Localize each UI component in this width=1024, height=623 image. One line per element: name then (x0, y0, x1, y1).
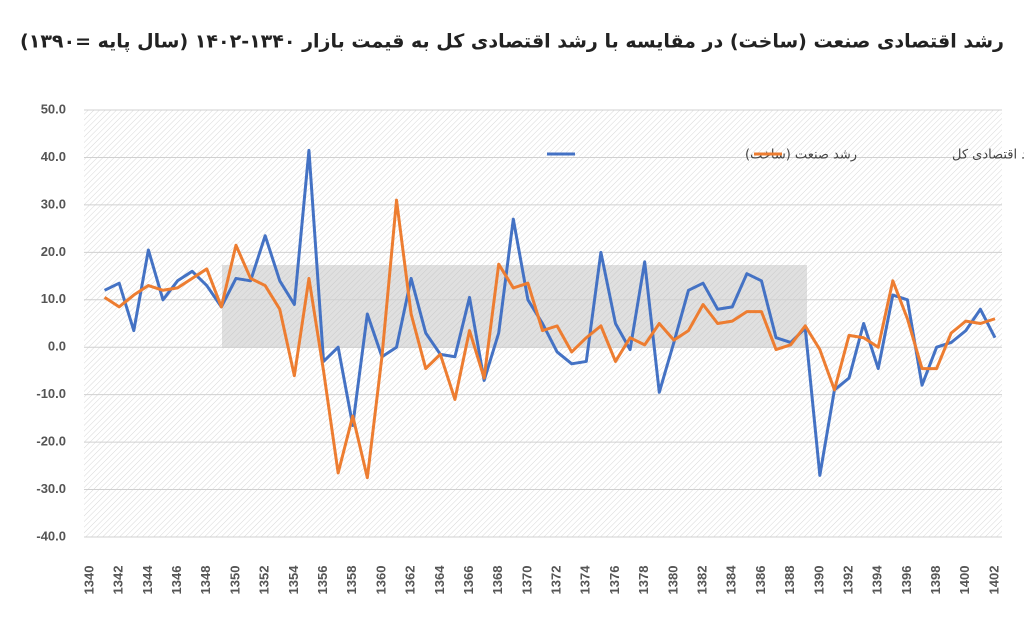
x-tick-label: 1386 (753, 566, 768, 595)
y-tick-label: -30.0 (36, 481, 66, 496)
x-tick-label: 1394 (870, 565, 885, 595)
chart-title: رشد اقتصادی صنعت (ساخت) در مقایسه با رشد… (20, 31, 1004, 53)
x-tick-label: 1370 (519, 566, 534, 595)
y-tick-label: 0.0 (48, 339, 66, 354)
x-tick-label: 1342 (111, 566, 126, 595)
x-tick-label: 1346 (169, 566, 184, 595)
x-tick-label: 1382 (695, 566, 710, 595)
x-tick-label: 1372 (549, 566, 564, 595)
y-tick-label: 10.0 (41, 291, 66, 306)
x-tick-label: 1388 (782, 566, 797, 595)
x-tick-label: 1362 (403, 566, 418, 595)
x-tick-label: 1360 (373, 566, 388, 595)
x-tick-label: 1366 (461, 566, 476, 595)
y-tick-label: 40.0 (41, 149, 66, 164)
x-tick-label: 1374 (578, 565, 593, 595)
x-tick-label: 1398 (928, 566, 943, 595)
x-tick-label: 1352 (257, 566, 272, 595)
y-tick-label: 50.0 (41, 101, 66, 116)
x-tick-label: 1368 (490, 566, 505, 595)
series-line (103, 198, 996, 480)
y-tick-label: -40.0 (36, 528, 66, 543)
legend-label: رشد صنعت (ساخت) (745, 148, 857, 163)
x-tick-label: 1390 (811, 566, 826, 595)
x-tick-label: 1380 (665, 566, 680, 595)
y-tick-label: -20.0 (36, 434, 66, 449)
x-tick-label: 1364 (432, 565, 447, 595)
x-tick-label: 1376 (607, 566, 622, 595)
x-tick-label: 1354 (286, 565, 301, 595)
y-tick-label: 20.0 (41, 244, 66, 259)
x-tick-label: 1350 (227, 566, 242, 595)
x-tick-label: 1348 (198, 566, 213, 595)
x-tick-label: 1400 (957, 566, 972, 595)
x-tick-label: 1356 (315, 566, 330, 595)
y-tick-label: 30.0 (41, 196, 66, 211)
x-tick-label: 1358 (344, 566, 359, 595)
x-tick-label: 1396 (899, 566, 914, 595)
y-tick-label: -10.0 (36, 386, 66, 401)
x-tick-label: 1378 (636, 566, 651, 595)
x-tick-label: 1392 (840, 566, 855, 595)
x-tick-label: 1344 (140, 565, 155, 595)
legend-label: رشد اقتصادی کل (952, 148, 1024, 163)
x-tick-label: 1402 (986, 566, 1001, 595)
x-tick-label: 1340 (81, 566, 96, 595)
series-line (103, 148, 997, 477)
x-tick-label: 1384 (724, 565, 739, 595)
